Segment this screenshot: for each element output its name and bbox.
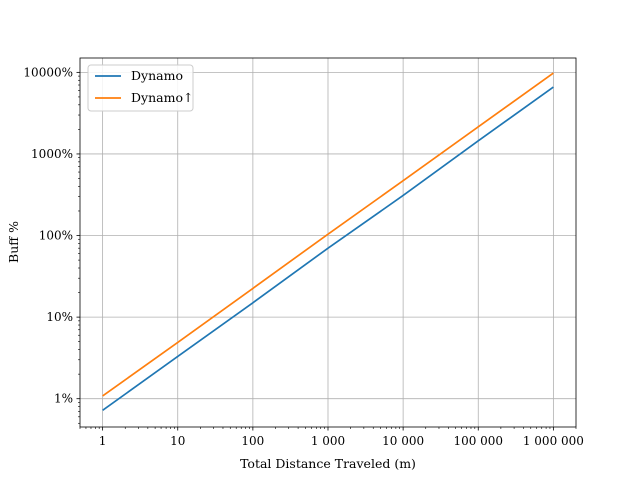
x-tick-label: 1 000 xyxy=(311,434,345,448)
series-line-1 xyxy=(102,72,554,397)
x-tick-label: 100 xyxy=(241,434,264,448)
y-tick-label: 10000% xyxy=(23,65,73,79)
legend-label-dynamo-up: Dynamo↑ xyxy=(131,90,193,105)
y-tick-label: 100% xyxy=(39,229,73,243)
legend: Dynamo Dynamo↑ xyxy=(87,64,194,112)
y-tick-label: 1000% xyxy=(31,147,73,161)
grid-lines xyxy=(80,58,576,427)
y-tick-label: 1% xyxy=(54,392,73,406)
legend-label-dynamo: Dynamo xyxy=(131,68,183,83)
y-axis-label: Buff % xyxy=(6,221,21,263)
y-tick-label: 10% xyxy=(46,310,73,324)
x-tick-label: 10 000 xyxy=(382,434,424,448)
y-axis-ticks: 1% 10% 100% 1000% 10000% xyxy=(23,65,80,406)
x-tick-label: 1 xyxy=(99,434,107,448)
series-layer xyxy=(102,72,554,412)
series-line-0 xyxy=(102,86,554,412)
x-tick-label: 100 000 xyxy=(453,434,503,448)
x-axis-label: Total Distance Traveled (m) xyxy=(240,456,416,471)
x-tick-label: 10 xyxy=(170,434,185,448)
x-tick-label: 1 000 000 xyxy=(523,434,584,448)
x-axis-ticks: 1 10 100 1 000 10 000 100 000 1 000 000 xyxy=(99,427,584,448)
